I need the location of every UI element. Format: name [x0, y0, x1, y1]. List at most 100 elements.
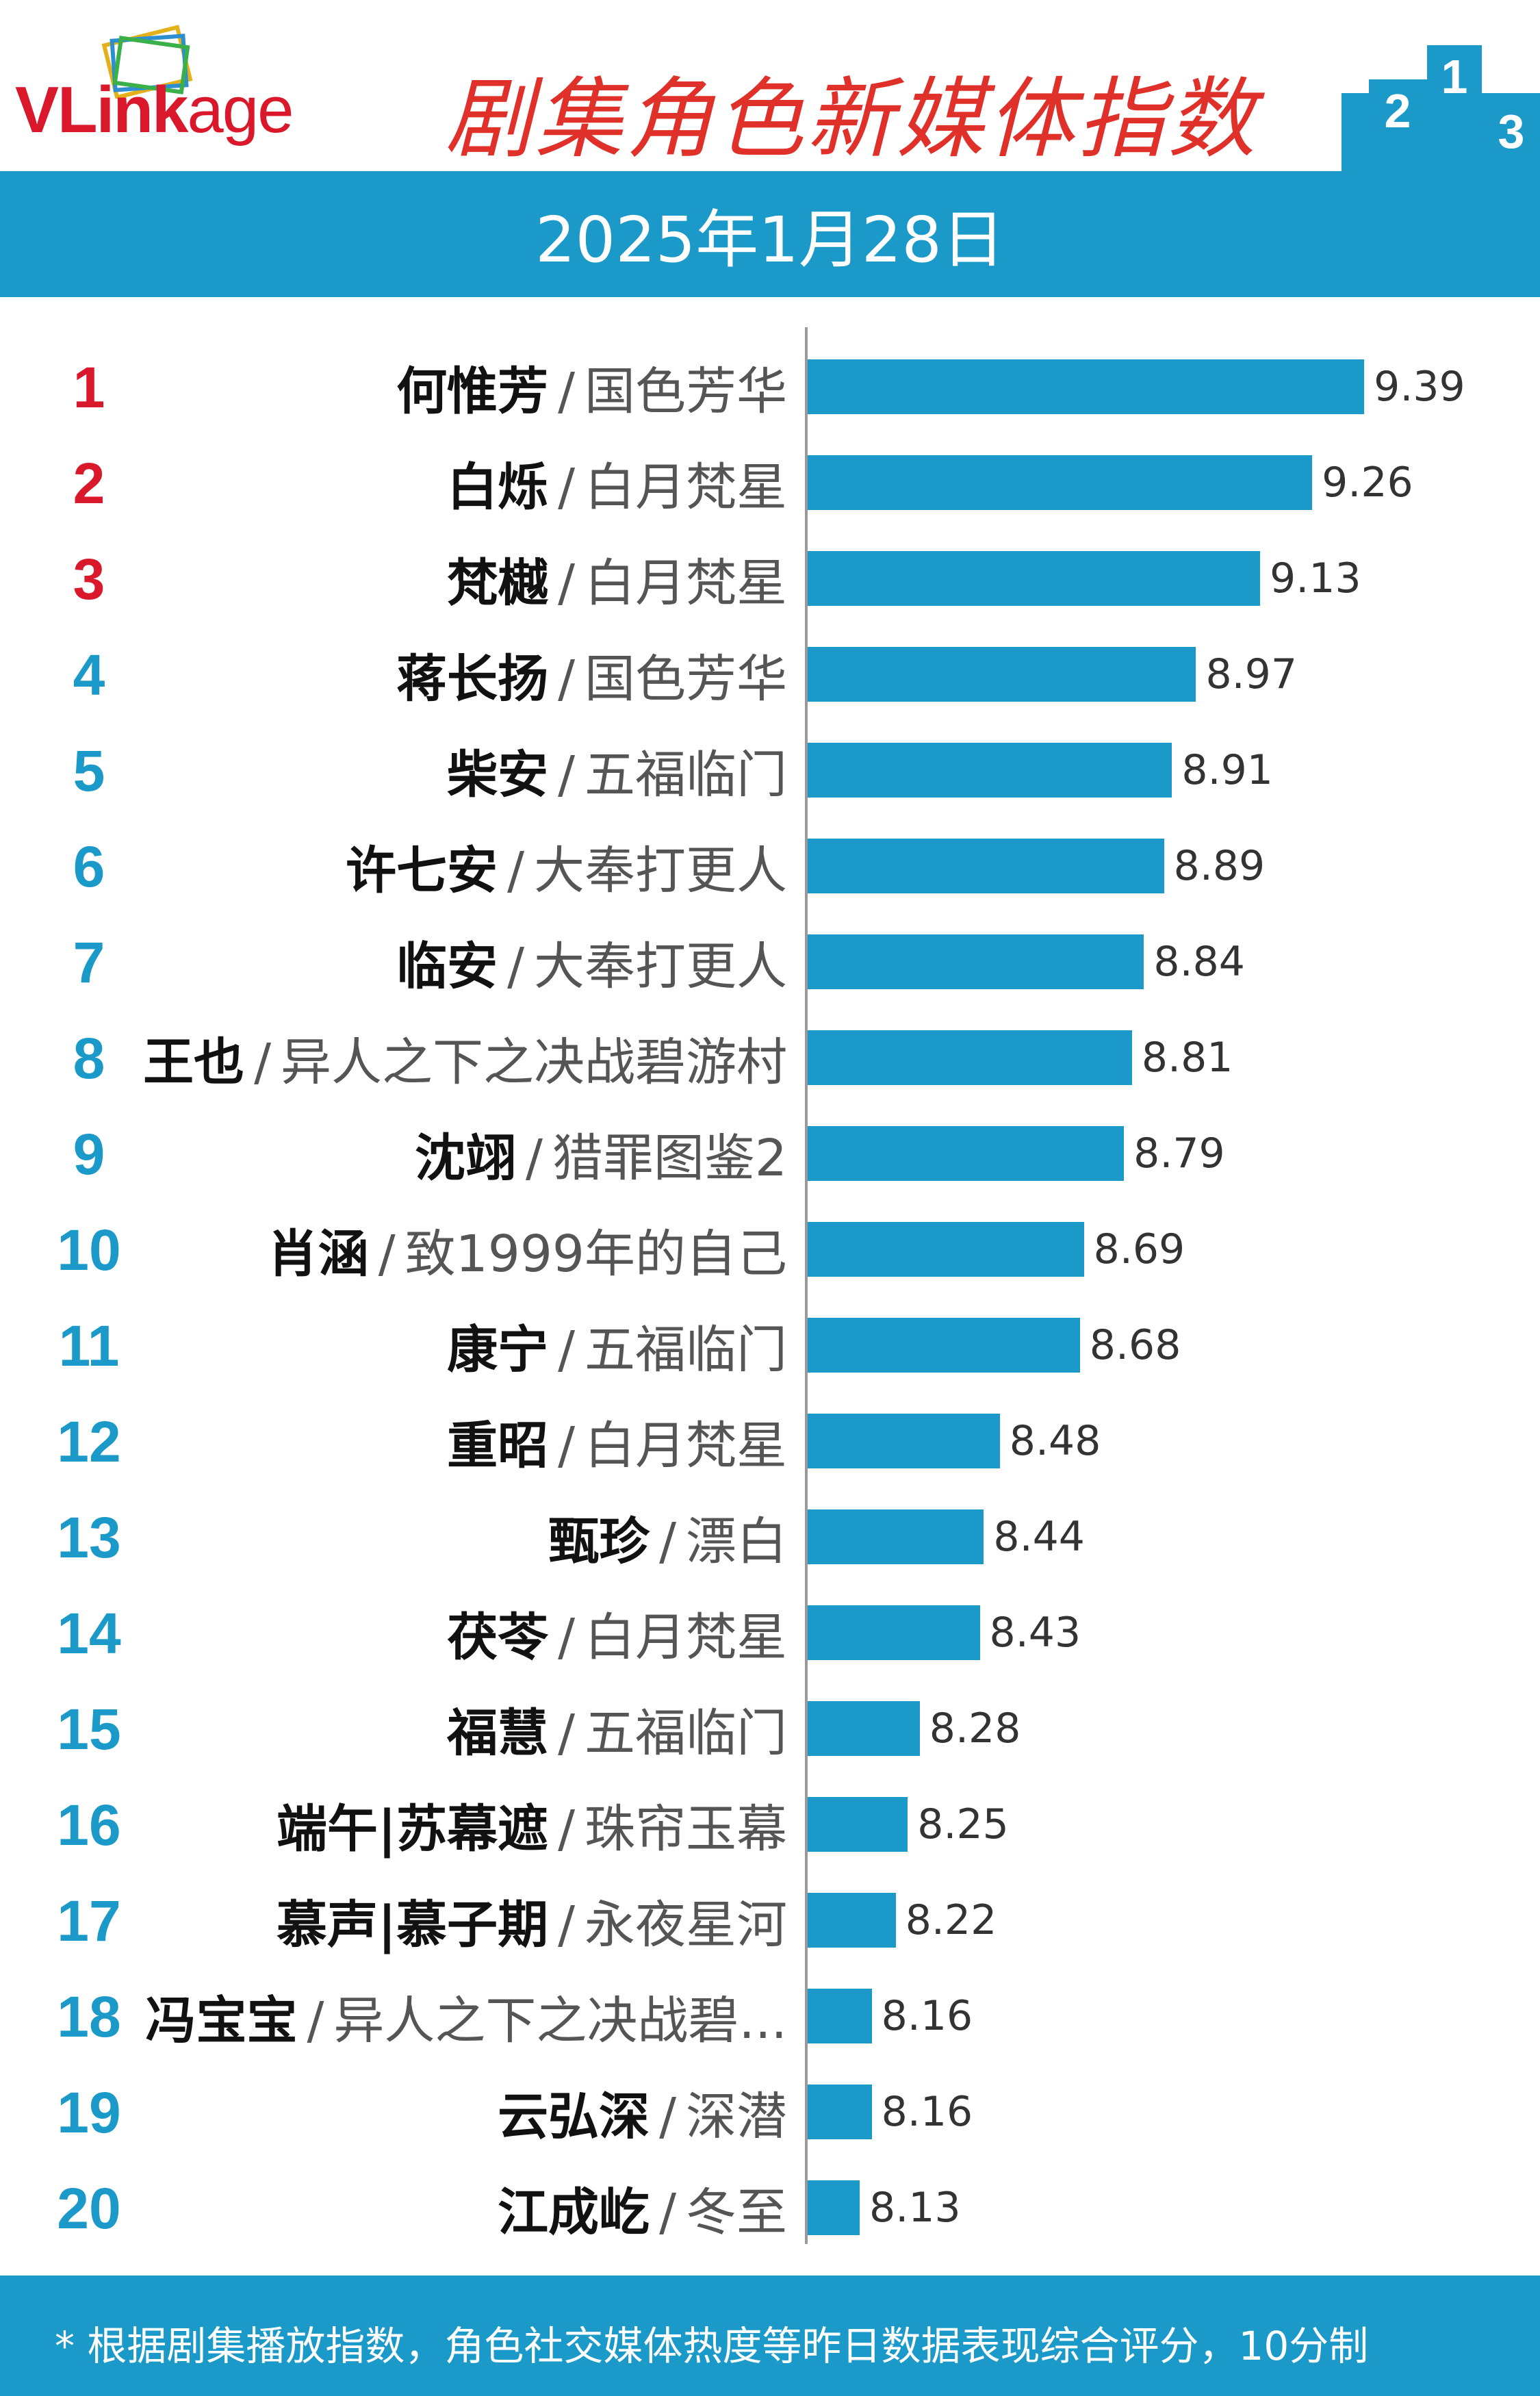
data-label: 8.44	[993, 1513, 1085, 1561]
data-label: 8.43	[989, 1609, 1081, 1657]
bar	[808, 647, 1196, 702]
category-label: 临安 / 大奉打更人	[396, 926, 787, 999]
data-label: 8.68	[1089, 1321, 1181, 1369]
chart-row: 1 何惟芳 / 国色芳华 9.39	[0, 335, 1540, 431]
data-label: 8.84	[1153, 938, 1245, 986]
chart-row: 3 梵樾 / 白月梵星 9.13	[0, 527, 1540, 622]
data-label: 8.91	[1181, 746, 1273, 794]
show-title: 深潜	[686, 2087, 787, 2146]
show-title: 异人之下之决战碧...	[333, 1991, 787, 2050]
data-label: 9.39	[1374, 363, 1465, 411]
bar	[808, 1030, 1132, 1085]
show-title: 异人之下之决战碧游村	[281, 1033, 787, 1092]
character-name: 柴安	[447, 745, 549, 804]
svg-text:3: 3	[1498, 105, 1525, 158]
rank-number: 7	[73, 930, 105, 995]
chart-row: 20 江成屹 / 冬至 8.13	[0, 2156, 1540, 2252]
rank-number: 3	[73, 547, 105, 611]
rank-number: 6	[73, 834, 105, 899]
category-label: 云弘深 / 深潜	[498, 2076, 787, 2149]
show-title: 白月梵星	[585, 1416, 787, 1475]
character-name: 江成屹	[498, 2183, 650, 2242]
chart-row: 8 王也 / 异人之下之决战碧游村 8.81	[0, 1006, 1540, 1101]
label-separator: /	[507, 937, 524, 996]
show-title: 五福临门	[585, 1321, 787, 1379]
category-label: 蒋长扬 / 国色芳华	[396, 638, 787, 711]
show-title: 冬至	[686, 2183, 787, 2242]
label-separator: /	[525, 1129, 543, 1188]
data-label: 8.97	[1205, 650, 1298, 698]
bar	[808, 1414, 1000, 1468]
category-label: 重昭 / 白月梵星	[447, 1405, 787, 1478]
show-title: 五福临门	[585, 1704, 787, 1763]
show-title: 大奉打更人	[534, 937, 787, 996]
category-label: 慕声|慕子期 / 永夜星河	[277, 1884, 787, 1957]
character-name: 重昭	[447, 1416, 549, 1475]
show-title: 白月梵星	[585, 458, 787, 517]
logo-cards-icon	[101, 25, 193, 99]
rank-number: 12	[57, 1410, 121, 1474]
bar	[808, 743, 1172, 798]
label-separator: /	[558, 362, 575, 421]
rank-number: 9	[73, 1122, 105, 1186]
logo-text: VLinkage	[15, 73, 294, 148]
show-title: 五福临门	[585, 745, 787, 804]
bar	[808, 1318, 1080, 1373]
chart-row: 17 慕声|慕子期 / 永夜星河 8.22	[0, 1869, 1540, 1964]
label-separator: /	[659, 1512, 676, 1571]
character-name: 慕声|慕子期	[277, 1896, 549, 1954]
chart-row: 18 冯宝宝 / 异人之下之决战碧... 8.16	[0, 1965, 1540, 2060]
rank-number: 16	[57, 1793, 121, 1857]
data-label: 8.25	[917, 1800, 1009, 1848]
show-title: 大奉打更人	[534, 841, 787, 900]
category-label: 端午|苏幕遮 / 珠帘玉幕	[277, 1788, 787, 1861]
chart-row: 11 康宁 / 五福临门 8.68	[0, 1294, 1540, 1389]
character-name: 何惟芳	[396, 362, 549, 421]
category-label: 冯宝宝 / 异人之下之决战碧...	[145, 1980, 787, 2053]
category-label: 许七安 / 大奉打更人	[346, 830, 787, 903]
bar	[808, 1126, 1125, 1181]
bar	[808, 934, 1144, 989]
chart-axis-line	[805, 327, 808, 2244]
rank-number: 11	[58, 1314, 120, 1378]
bar	[808, 2085, 872, 2139]
character-name: 康宁	[447, 1321, 549, 1379]
label-separator: /	[558, 554, 575, 613]
character-name: 云弘深	[498, 2087, 650, 2146]
rank-number: 14	[57, 1601, 121, 1666]
chart-row: 13 甄珍 / 漂白 8.44	[0, 1486, 1540, 1581]
show-title: 珠帘玉幕	[585, 1800, 787, 1859]
chart-row: 6 许七安 / 大奉打更人 8.89	[0, 815, 1540, 910]
data-label: 8.89	[1173, 842, 1266, 890]
chart-row: 19 云弘深 / 深潜 8.16	[0, 2061, 1540, 2156]
bar	[808, 1605, 980, 1660]
category-label: 茯苓 / 白月梵星	[447, 1596, 787, 1670]
label-separator: /	[378, 1225, 396, 1284]
rank-number: 8	[73, 1026, 105, 1091]
show-title: 白月梵星	[585, 554, 787, 613]
show-title: 猎罪图鉴2	[552, 1129, 787, 1188]
rank-number: 13	[57, 1505, 121, 1570]
character-name: 冯宝宝	[145, 1991, 298, 2050]
rank-number: 19	[57, 2080, 121, 2145]
podium-icon: 2 1 3	[1342, 25, 1540, 171]
character-name: 沈翊	[414, 1129, 516, 1188]
data-label: 8.28	[929, 1705, 1021, 1753]
rank-number: 17	[57, 1889, 121, 1953]
chart-date: 2025年1月28日	[535, 203, 1005, 277]
chart-row: 5 柴安 / 五福临门 8.91	[0, 719, 1540, 814]
data-label: 8.79	[1133, 1130, 1225, 1177]
label-separator: /	[558, 1608, 575, 1667]
label-separator: /	[558, 1896, 575, 1954]
bar	[808, 551, 1261, 606]
rank-number: 15	[57, 1697, 121, 1761]
label-separator: /	[659, 2087, 676, 2146]
show-title: 国色芳华	[585, 650, 787, 709]
data-label: 8.13	[869, 2184, 961, 2232]
label-separator: /	[558, 1800, 575, 1859]
category-label: 何惟芳 / 国色芳华	[396, 351, 787, 424]
show-title: 致1999年的自己	[405, 1225, 787, 1284]
character-name: 许七安	[346, 841, 498, 900]
character-name: 茯苓	[447, 1608, 549, 1667]
data-label: 8.16	[881, 2088, 973, 2136]
